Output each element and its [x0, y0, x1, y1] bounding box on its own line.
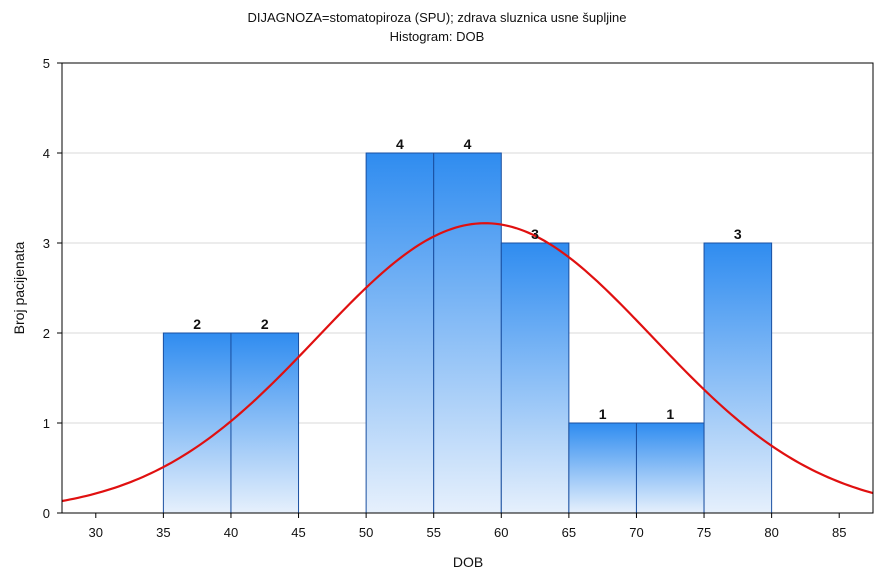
- y-axis-title: Broj pacijenata: [11, 241, 27, 334]
- x-tick-label: 85: [832, 525, 846, 540]
- histogram-bar: [568, 422, 637, 514]
- bar-value-label: 4: [396, 136, 404, 152]
- x-axis: 30 35 40 45 50 55 60 65 70 75 80 85: [89, 513, 846, 540]
- bar-layer: [162, 152, 773, 514]
- y-tick-label: 0: [43, 506, 50, 521]
- bar-value-label: 1: [599, 406, 607, 422]
- plot-border: [61, 62, 874, 514]
- histogram-bar: [365, 152, 435, 514]
- y-tick-label: 4: [43, 146, 50, 161]
- bar-value-label: 3: [734, 226, 742, 242]
- y-tick-label: 2: [43, 326, 50, 341]
- data-labels: 2 2 4 4 3 1 1 3: [193, 136, 742, 422]
- y-tick-label: 3: [43, 236, 50, 251]
- y-tick-label: 1: [43, 416, 50, 431]
- x-tick-label: 55: [426, 525, 440, 540]
- x-tick-label: 40: [224, 525, 238, 540]
- y-axis: 0 1 2 3 4 5: [43, 56, 62, 521]
- chart-title: DIJAGNOZA=stomatopiroza (SPU); zdrava sl…: [248, 10, 627, 25]
- x-tick-label: 65: [562, 525, 576, 540]
- histogram-bar: [703, 242, 773, 514]
- chart-subtitle: Histogram: DOB: [390, 29, 485, 44]
- histogram-bar: [500, 242, 570, 514]
- bar-value-label: 1: [666, 406, 674, 422]
- histogram-bar: [635, 422, 705, 514]
- plot-frame: [61, 62, 874, 514]
- normal-curve: [62, 222, 873, 503]
- bar-value-label: 2: [261, 316, 269, 332]
- x-tick-label: 75: [697, 525, 711, 540]
- x-tick-label: 60: [494, 525, 508, 540]
- histogram-bar: [230, 332, 300, 514]
- x-tick-label: 70: [629, 525, 643, 540]
- x-tick-label: 45: [291, 525, 305, 540]
- y-tick-label: 5: [43, 56, 50, 71]
- x-tick-label: 80: [764, 525, 778, 540]
- curve-layer: [62, 222, 873, 503]
- bar-value-label: 3: [531, 226, 539, 242]
- x-tick-label: 50: [359, 525, 373, 540]
- histogram-bar: [162, 332, 232, 514]
- x-tick-label: 35: [156, 525, 170, 540]
- histogram-bar: [433, 152, 502, 514]
- bar-value-label: 2: [193, 316, 201, 332]
- bar-value-label: 4: [464, 136, 472, 152]
- x-tick-label: 30: [89, 525, 103, 540]
- x-axis-title: DOB: [453, 554, 483, 570]
